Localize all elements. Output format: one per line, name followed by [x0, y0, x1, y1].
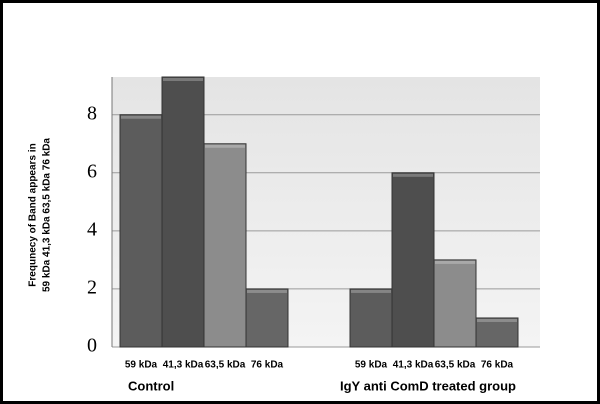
x-tick-label: 63,5 kDa [435, 360, 476, 371]
bar [119, 114, 163, 348]
bar [161, 76, 205, 348]
bar [391, 172, 435, 348]
bar-highlight [351, 289, 391, 293]
bar-highlight [247, 289, 287, 293]
x-tick-label: 76 kDa [481, 360, 514, 371]
x-tick-label: 59 kDa [125, 360, 158, 371]
group-label: IgY anti ComD treated group [340, 378, 516, 393]
bar [475, 317, 519, 348]
bar-highlight [163, 78, 203, 81]
bar-highlight [477, 318, 517, 322]
x-tick-label: 59 kDa [355, 360, 388, 371]
bar [203, 143, 247, 348]
bar [433, 259, 477, 348]
bar-highlight [121, 115, 161, 119]
bar-highlight [205, 144, 245, 148]
bar [349, 288, 393, 348]
y-tick-label: 8 [87, 102, 97, 124]
y-axis-label: Frequnecy of Band appears in [28, 143, 39, 286]
bar [245, 288, 289, 348]
y-tick-label: 6 [87, 160, 97, 182]
y-tick-label: 2 [87, 277, 97, 299]
x-tick-label: 41,3 kDa [393, 360, 434, 371]
x-tick-label: 76 kDa [251, 360, 284, 371]
y-tick-label: 0 [87, 335, 97, 357]
bar-highlight [435, 260, 475, 264]
y-tick-label: 4 [87, 218, 97, 240]
x-tick-label: 63,5 kDa [205, 360, 246, 371]
x-tick-label: 41,3 kDa [163, 360, 204, 371]
y-axis-label: 59 kDa 41,3 kDa 63,5 kDa 76 kDa [42, 138, 53, 292]
bar-highlight [393, 173, 433, 177]
group-label: Control [128, 378, 174, 393]
